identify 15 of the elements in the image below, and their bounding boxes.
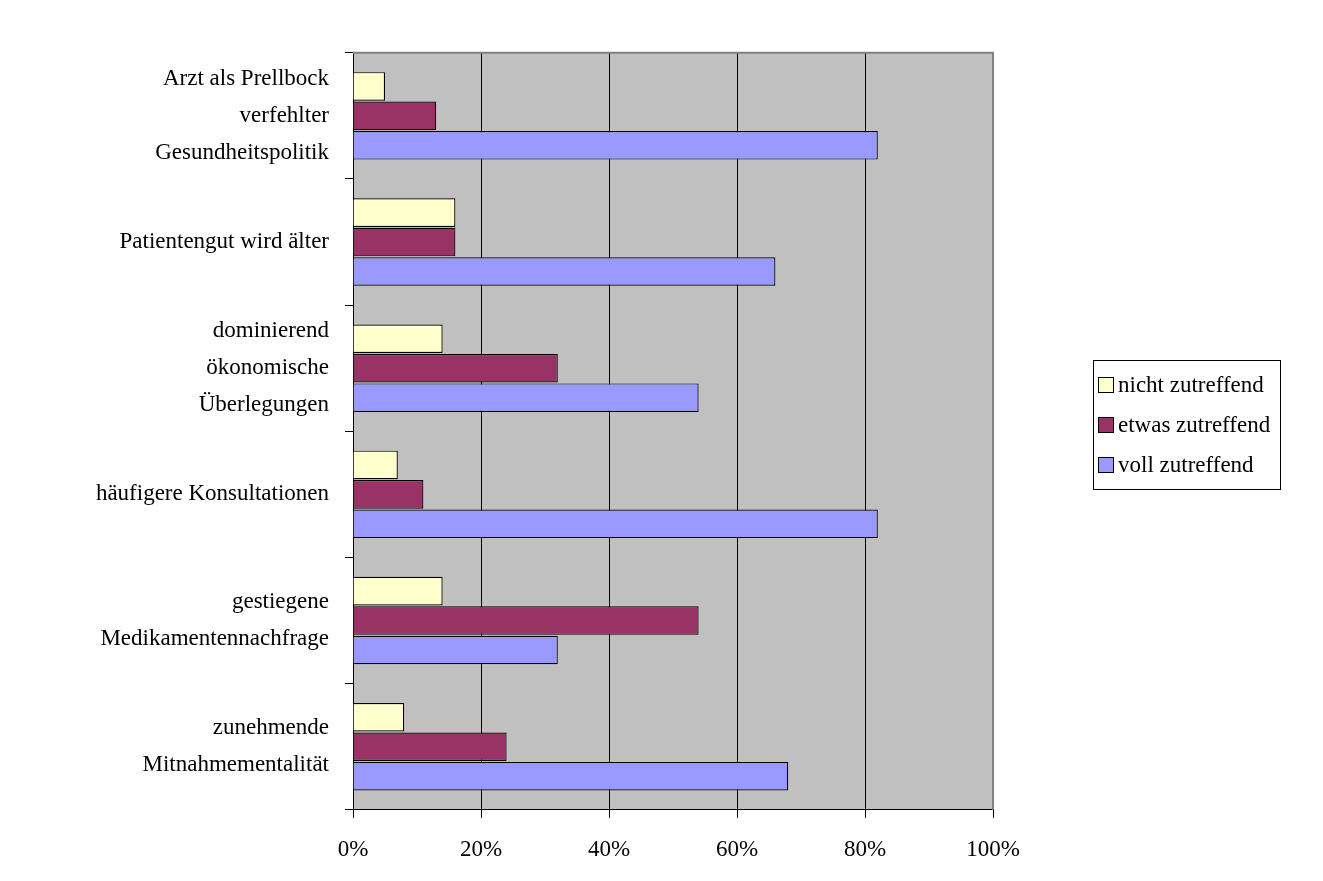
legend-label: voll zutreffend <box>1118 451 1254 480</box>
x-tick-label: 0% <box>337 835 369 861</box>
x-tick-label: 80% <box>843 835 887 861</box>
y-tick-label: zunehmende Mitnahmementalität <box>142 714 330 777</box>
legend-label: nicht zutreffend <box>1118 371 1264 400</box>
legend-label: etwas zutreffend <box>1118 411 1271 440</box>
y-tick-label: dominierend ökonomische Überlegungen <box>198 317 330 417</box>
x-tick-label: 100% <box>966 835 1020 861</box>
x-tick-label: 40% <box>587 835 631 861</box>
y-tick-label: häufigere Konsultationen <box>95 480 330 506</box>
y-tick-label: Arzt als Prellbock verfehlter Gesundheitspolitik <box>155 65 330 164</box>
y-tick-label: Patientengut wird älter <box>119 228 330 254</box>
x-tick-label: 20% <box>459 835 503 861</box>
y-tick-label: gestiegene Medikamentennachfrage <box>100 588 329 650</box>
x-tick-label: 60% <box>715 835 759 861</box>
